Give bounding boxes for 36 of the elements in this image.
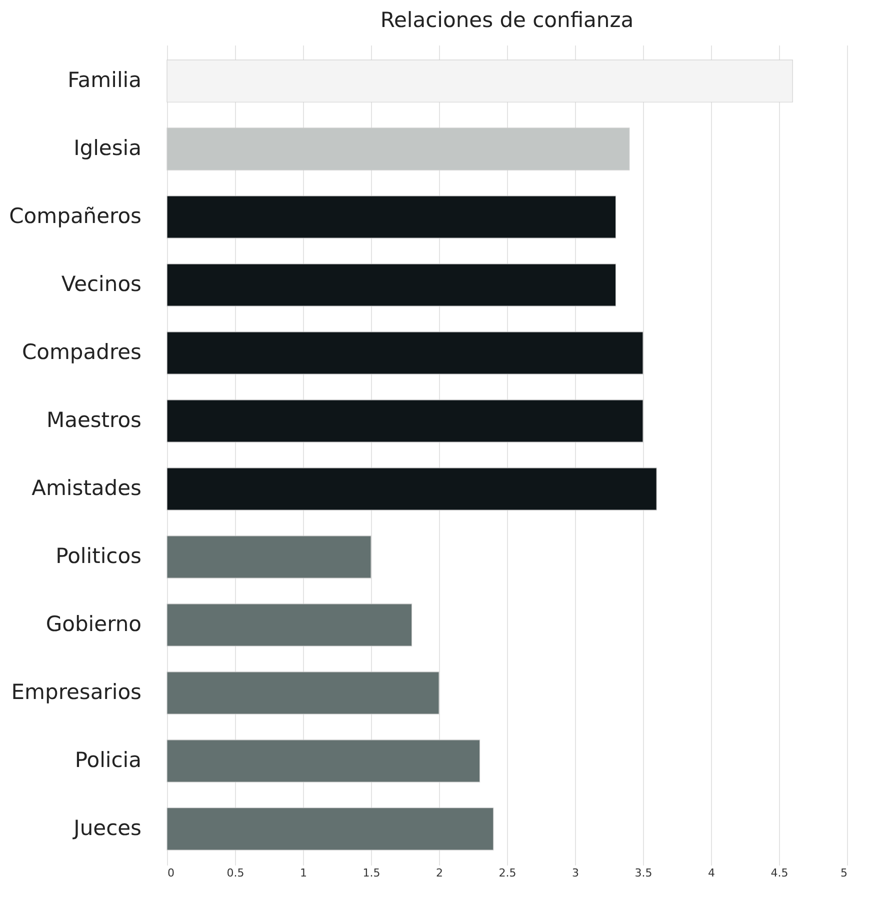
y-tick-label: Familia [68, 68, 142, 92]
y-tick-label: Maestros [46, 408, 142, 432]
x-tick-label: 2 [436, 866, 443, 880]
bar [166, 740, 480, 782]
chart-title: Relaciones de confianza [380, 8, 634, 32]
y-tick-label: Compañeros [9, 204, 142, 228]
y-tick-label: Vecinos [61, 272, 142, 296]
x-tick-label: 5 [840, 866, 848, 880]
bar [166, 808, 494, 850]
x-tick-label: 0.5 [226, 866, 244, 880]
x-tick-label: 4 [708, 866, 715, 880]
bar [166, 60, 793, 102]
y-tick-label: Gobierno [46, 612, 142, 636]
x-tick-label: 0 [168, 866, 174, 880]
y-tick-label: Amistades [32, 476, 142, 500]
bar [166, 196, 616, 238]
x-tick-label: 3.5 [634, 866, 652, 880]
y-tick-label: Politicos [56, 544, 142, 568]
x-tick-label: 4.5 [770, 866, 788, 880]
bar [166, 604, 412, 646]
bar [166, 672, 440, 714]
bar [166, 536, 372, 578]
bar [166, 128, 630, 170]
bar [166, 332, 644, 374]
x-tick-label: 1 [300, 866, 307, 880]
bar [166, 400, 644, 442]
bar [166, 264, 616, 306]
y-tick-label: Empresarios [11, 680, 142, 704]
bar [166, 468, 657, 510]
y-tick-label: Iglesia [74, 136, 142, 160]
y-tick-label: Jueces [72, 816, 142, 840]
x-tick-label: 1.5 [362, 866, 380, 880]
y-tick-label: Policia [74, 748, 142, 772]
x-tick-label: 3 [572, 866, 579, 880]
x-tick-label: 2.5 [498, 866, 516, 880]
y-tick-label: Compadres [22, 340, 142, 364]
